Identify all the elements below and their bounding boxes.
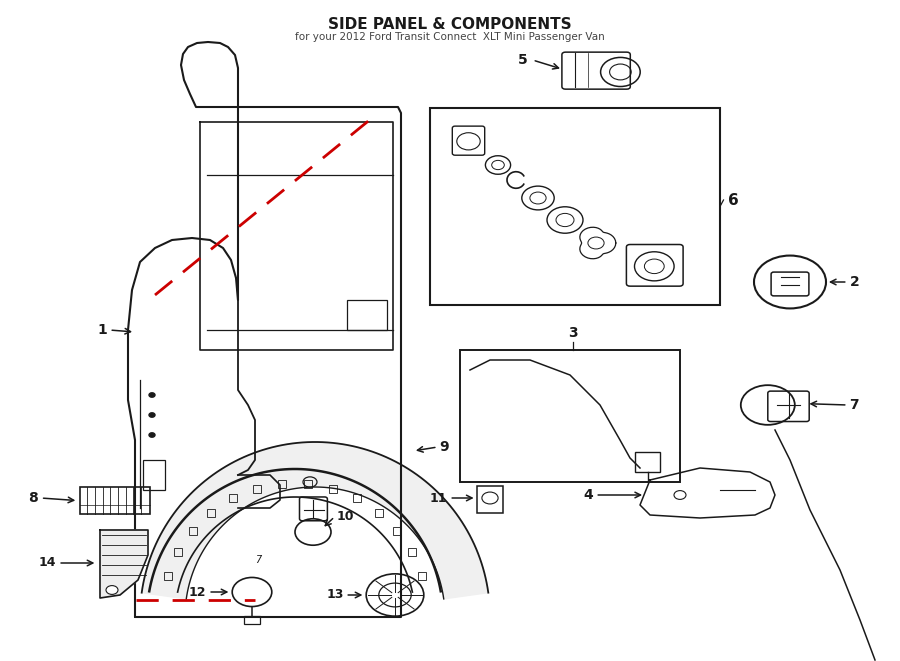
Bar <box>460 350 680 482</box>
Text: 7: 7 <box>255 555 261 565</box>
Bar <box>329 485 338 492</box>
Text: 10: 10 <box>337 510 354 524</box>
Bar <box>375 508 382 516</box>
Circle shape <box>106 586 118 594</box>
Bar <box>244 616 260 624</box>
Text: SIDE PANEL & COMPONENTS: SIDE PANEL & COMPONENTS <box>328 17 572 32</box>
Text: 9: 9 <box>439 440 449 454</box>
Text: 3: 3 <box>568 326 578 340</box>
Bar <box>354 494 361 502</box>
Circle shape <box>149 433 155 437</box>
Bar <box>278 480 286 488</box>
Text: 7: 7 <box>850 398 859 412</box>
Text: 1: 1 <box>98 323 107 337</box>
Bar <box>253 485 261 492</box>
Bar <box>174 548 182 556</box>
Text: 14: 14 <box>39 557 57 570</box>
Bar <box>418 572 427 580</box>
Circle shape <box>149 393 155 397</box>
Bar <box>189 527 196 535</box>
Polygon shape <box>141 442 489 599</box>
Text: 13: 13 <box>326 588 344 602</box>
Text: 4: 4 <box>584 488 593 502</box>
Bar <box>143 460 165 490</box>
Polygon shape <box>100 530 148 598</box>
Bar <box>393 527 401 535</box>
Bar <box>304 480 312 488</box>
Bar <box>207 508 215 516</box>
Bar <box>80 487 150 514</box>
Bar <box>430 108 720 305</box>
Bar <box>635 451 661 471</box>
Bar <box>229 494 237 502</box>
Text: for your 2012 Ford Transit Connect  XLT Mini Passenger Van: for your 2012 Ford Transit Connect XLT M… <box>295 32 605 42</box>
Text: 2: 2 <box>850 275 859 289</box>
Bar <box>347 300 387 330</box>
Bar <box>408 548 416 556</box>
Bar <box>477 486 502 512</box>
Text: 6: 6 <box>728 192 739 208</box>
Circle shape <box>149 413 155 417</box>
Text: 11: 11 <box>430 492 447 504</box>
Bar <box>164 572 172 580</box>
Text: 12: 12 <box>189 586 206 598</box>
Text: 8: 8 <box>28 491 38 505</box>
Text: 5: 5 <box>518 53 528 67</box>
